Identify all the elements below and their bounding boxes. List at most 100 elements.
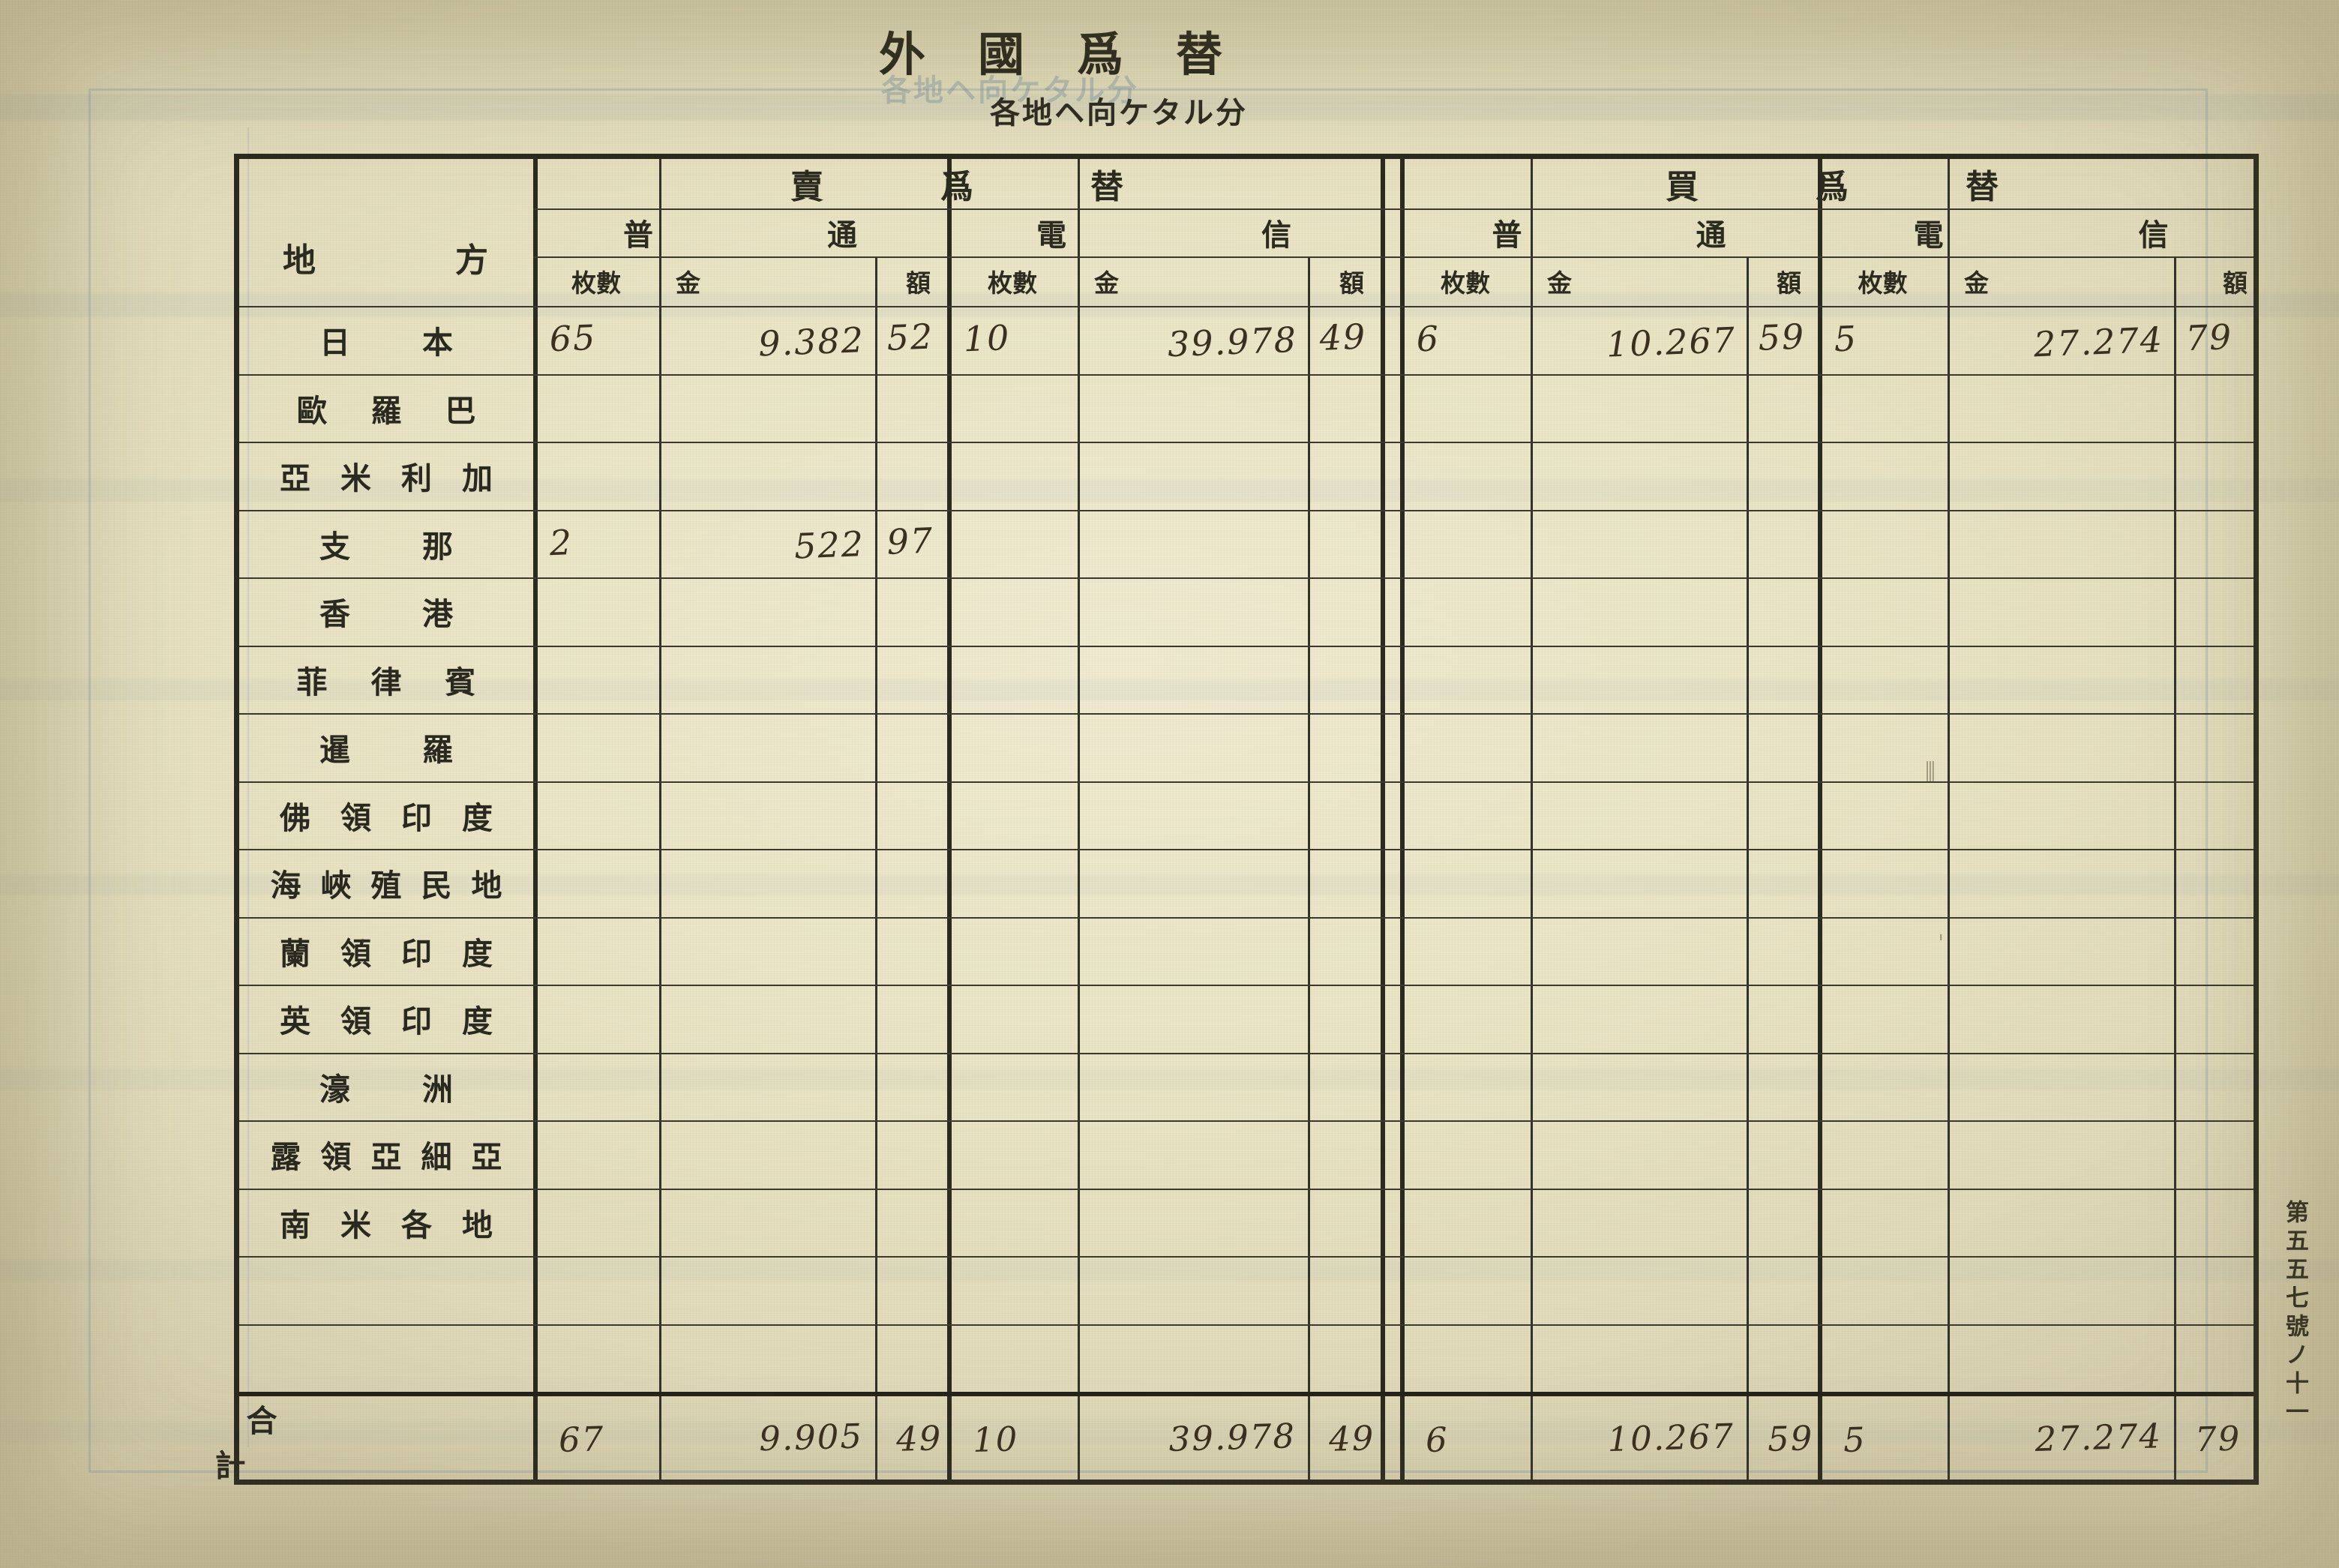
row-rule: [239, 1324, 2254, 1326]
row-label-region: 濠洲: [319, 1071, 525, 1108]
cell-value-count: 5: [1833, 318, 1859, 360]
cell-value-count: 65: [548, 316, 598, 360]
cell-value-yen: 39.978: [1167, 319, 1298, 365]
amount-label-kin: 金: [1964, 268, 1989, 298]
row-rule: [239, 509, 2254, 511]
header-group-sell: 賣 爲 替: [790, 168, 1165, 206]
total-value-count: 5: [1843, 1419, 1867, 1460]
cell-value-sen: 59: [1757, 316, 1807, 358]
row-rule: [239, 1052, 2254, 1054]
row-rule: [239, 781, 2254, 783]
column-divider-sell-buy: [1381, 159, 1385, 1480]
column-divider-sell-ord-count: [659, 159, 661, 1480]
total-value-sen: 49: [1328, 1417, 1375, 1459]
total-value-count: 10: [972, 1418, 1020, 1460]
amount-label-gaku: 額: [906, 268, 931, 298]
row-rule: [239, 645, 2254, 647]
row-label-region: 海峽殖民地: [270, 868, 522, 904]
cell-value-count: 6: [1415, 318, 1441, 360]
row-rule: [239, 1188, 2254, 1190]
row-rule: [239, 916, 2254, 919]
stray-pencil-mark-2: ˈ: [1938, 931, 1945, 958]
cell-value-sen: 52: [886, 316, 935, 358]
row-rule: [239, 577, 2254, 579]
column-divider-sell-tel-count: [1078, 159, 1080, 1480]
header-group-buy: 買 爲 替: [1666, 168, 2041, 206]
header-rule-group: [533, 208, 2254, 210]
header-rule-bottom: [239, 306, 2254, 307]
header-sub-buy-ordinary: 普 通: [1492, 218, 1798, 253]
row-label-region: 暹羅: [319, 732, 525, 769]
total-value-yen: 9.905: [758, 1415, 864, 1459]
total-value-count: 6: [1425, 1419, 1450, 1460]
row-rule: [239, 713, 2254, 715]
row-label-region: 亞米利加: [280, 460, 523, 497]
row-label-region: 香港: [319, 596, 525, 633]
column-divider-buy-tel-count: [1948, 159, 1950, 1480]
header-col-buy-tel-count: 枚數: [1858, 268, 1908, 298]
row-label-region: 露領亞細亞: [270, 1139, 522, 1176]
header-rule-sub: [533, 256, 2254, 258]
column-divider-sell-ord-sen: [875, 256, 877, 1480]
row-rule: [239, 442, 2254, 443]
row-label-region: 英領印度: [280, 1003, 523, 1040]
cell-value-yen: 10.267: [1606, 319, 1737, 365]
total-value-sen: 79: [2194, 1418, 2242, 1459]
cell-value-sen: 79: [2185, 316, 2234, 359]
total-value-yen: 39.978: [1168, 1415, 1297, 1459]
row-rule: [239, 985, 2254, 986]
total-rule-top: [239, 1392, 2254, 1396]
cell-value-count: 2: [548, 521, 574, 563]
amount-label-kin: 金: [1547, 268, 1572, 298]
row-label-region: 南米各地: [280, 1207, 523, 1243]
stray-pencil-mark-1: ⫼: [1925, 759, 1936, 785]
header-col-buy-ord-count: 枚數: [1441, 268, 1490, 298]
column-divider-buy-ord-tel: [1818, 159, 1822, 1480]
document-reference-number: 第五五七號ノ十一: [2281, 1200, 2308, 1428]
row-label-region: 歐羅巴: [296, 392, 520, 429]
amount-label-kin: 金: [1094, 268, 1119, 298]
row-label-region: 蘭領印度: [280, 935, 523, 972]
amount-label-kin: 金: [676, 268, 700, 298]
total-value-sen: 49: [895, 1417, 943, 1459]
header-col-buy-tel-amount: 金 額: [1948, 256, 2264, 306]
row-rule: [239, 1120, 2254, 1122]
header-sub-sell-telegraph: 電 信: [1036, 218, 1374, 253]
cell-value-count: 10: [962, 316, 1012, 360]
header-sub-buy-telegraph: 電 信: [1913, 218, 2251, 253]
header-sub-sell-ordinary: 普 通: [623, 218, 929, 253]
page-subtitle: 各地ヘ向ケタル分: [990, 96, 1248, 130]
cell-value-yen: 522: [793, 523, 865, 567]
row-label-region: 日本: [319, 325, 525, 361]
header-col-sell-ord-amount: 金 額: [659, 256, 947, 306]
row-label-region: 菲律賓: [296, 664, 520, 700]
total-value-count: 67: [558, 1418, 606, 1460]
amount-label-gaku: 額: [1777, 268, 1801, 298]
header-col-sell-ord-count: 枚數: [571, 268, 621, 298]
column-divider-sell-buy-2: [1400, 159, 1405, 1480]
column-divider-buy-tel-sen: [2174, 256, 2176, 1480]
cell-value-yen: 9.382: [757, 319, 865, 364]
cell-value-sen: 49: [1318, 316, 1368, 358]
total-value-yen: 10.267: [1606, 1415, 1735, 1459]
total-value-sen: 59: [1767, 1417, 1814, 1459]
amount-label-gaku: 額: [1339, 268, 1364, 298]
column-divider-sell-tel-sen: [1308, 256, 1310, 1480]
row-label-region: 支那: [319, 528, 525, 565]
column-divider-buy-ord-count: [1531, 159, 1533, 1480]
total-value-yen: 27.274: [2034, 1415, 2163, 1459]
column-divider-sell-ord-tel: [947, 159, 952, 1480]
column-divider-region: [533, 159, 538, 1480]
row-rule: [239, 373, 2254, 376]
header-col-buy-ord-amount: 金 額: [1531, 256, 1818, 306]
amount-label-gaku: 額: [2223, 268, 2248, 298]
header-region: 地 方: [283, 241, 490, 280]
page-title: 外國爲替: [879, 27, 1276, 82]
row-label-region: 佛領印度: [280, 799, 523, 836]
header-col-sell-tel-amount: 金 額: [1078, 256, 1381, 306]
cell-value-yen: 27.274: [2033, 319, 2164, 365]
row-rule: [239, 1256, 2254, 1258]
row-rule: [239, 849, 2254, 850]
header-col-sell-tel-count: 枚數: [988, 268, 1037, 298]
title-ghost: 各地ヘ向ケタル分: [881, 73, 1139, 108]
